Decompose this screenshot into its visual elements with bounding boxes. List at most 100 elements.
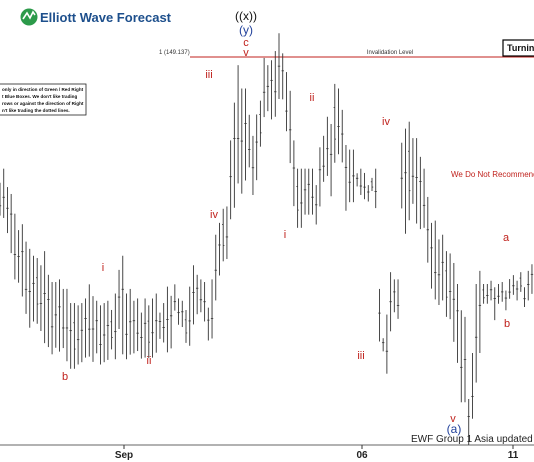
- ohlc-bar: [99, 305, 102, 365]
- footer-text: EWF Group 1 Asia updated: [411, 434, 533, 445]
- ohlc-bar: [333, 83, 336, 163]
- ohlc-bar: [448, 253, 452, 320]
- brand-logo[interactable]: Elliott Wave Forecast: [20, 8, 172, 26]
- ohlc-bar: [367, 185, 370, 202]
- ohlc-bar: [76, 305, 80, 365]
- ohlc-bar: [370, 177, 374, 192]
- ohlc-bar: [88, 284, 91, 357]
- wave-label: i: [102, 262, 104, 274]
- degree-outer-label: ((x)): [235, 9, 257, 23]
- ohlc-bar: [456, 284, 459, 363]
- ohlc-bar: [355, 173, 359, 187]
- ohlc-bar: [188, 286, 191, 346]
- wave-label-top-v: v: [243, 47, 249, 59]
- ohlc-bar: [322, 135, 325, 182]
- ohlc-bar: [125, 293, 128, 360]
- ohlc-bar: [181, 300, 184, 328]
- ohlc-bar: [218, 222, 221, 276]
- ohlc-bar: [129, 288, 132, 355]
- ohlc-bar: [378, 288, 381, 342]
- ohlc-bar: [110, 309, 113, 350]
- turning-box: Turnin: [502, 39, 534, 57]
- ohlc-bar: [415, 138, 418, 224]
- ohlc-bar: [233, 102, 236, 208]
- ohlc-bar: [501, 282, 504, 302]
- ohlc-bar: [318, 147, 322, 207]
- wave-label: i: [284, 229, 286, 241]
- ohlc-bar: [419, 156, 422, 230]
- ohlc-bar: [385, 314, 389, 374]
- ohlc-bar: [422, 168, 426, 228]
- ohlc-bar: [54, 282, 57, 348]
- ohlc-bar: [337, 88, 340, 155]
- ohlc-bar: [404, 128, 407, 234]
- logo-wave-icon: [22, 10, 36, 20]
- ohlc-bar: [270, 60, 273, 120]
- ohlc-bar: [222, 208, 225, 262]
- ohlc-bar: [236, 65, 240, 184]
- ohlc-bar: [151, 298, 154, 358]
- ohlc-bar: [36, 258, 39, 324]
- ohlc-bar: [482, 284, 485, 304]
- ohlc-bar: [28, 248, 31, 328]
- ohlc-bar: [288, 90, 292, 164]
- wave-label: iii: [205, 69, 212, 81]
- note-line-3: rows or against the direction of Right: [2, 101, 84, 106]
- ohlc-bar: [17, 230, 20, 283]
- ohlc-bar: [91, 296, 95, 362]
- ohlc-bar: [143, 298, 147, 358]
- wave-label: ii: [147, 355, 152, 367]
- ohlc-bar: [24, 241, 28, 314]
- x-tick-label: 06: [356, 450, 368, 461]
- ohlc-bar: [199, 279, 203, 313]
- ohlc-bar: [303, 168, 307, 215]
- ohlc-bar: [32, 255, 35, 322]
- ohlc-bar: [445, 251, 448, 317]
- ohlc-bar: [307, 168, 310, 215]
- ohlc-bar: [251, 135, 255, 195]
- ohlc-bar: [460, 310, 463, 403]
- ohlc-bar: [173, 284, 177, 311]
- ohlc-bar: [452, 262, 456, 342]
- ohlc-bar: [489, 280, 493, 301]
- wave-label: ii: [310, 92, 315, 104]
- ohlc-bar: [117, 269, 121, 330]
- trading-note-box: only in direction of Green / Red Right t…: [0, 83, 87, 116]
- x-axis-ticks: Sep 06 11: [115, 445, 519, 461]
- ohlc-bar: [62, 288, 65, 349]
- ohlc-bar: [136, 298, 139, 352]
- ohlc-bar: [396, 279, 400, 319]
- ohlc-bar: [262, 57, 266, 118]
- ohlc-bar: [114, 293, 117, 360]
- ohlc-bar: [508, 279, 511, 299]
- ohlc-bar: [515, 280, 519, 301]
- ohlc-bar: [21, 224, 24, 297]
- x-tick-label: Sep: [115, 450, 133, 461]
- ohlc-bar: [512, 275, 515, 295]
- ohlc-bar: [274, 51, 277, 117]
- ohlc-bar: [259, 100, 262, 147]
- ohlc-bar: [393, 279, 396, 313]
- ohlc-bar: [348, 149, 351, 203]
- ohlc-bar: [73, 303, 76, 369]
- note-line-1: only in direction of Green / Red Right: [2, 87, 84, 92]
- ohlc-bar: [240, 88, 243, 194]
- ohlc-bar: [195, 274, 199, 315]
- ohlc-bar: [0, 182, 2, 216]
- invalidation-fib-label: 1 (149.137): [159, 50, 190, 56]
- ohlc-bar: [300, 168, 303, 228]
- ohlc-bar: [281, 53, 284, 100]
- ohlc-bar: [344, 145, 348, 211]
- ohlc-bar: [102, 303, 106, 363]
- ohlc-bar: [474, 284, 478, 383]
- recommend-text: We Do Not Recommend B: [451, 170, 534, 179]
- ohlc-bar: [493, 287, 496, 321]
- wave-label-a-paren: (a): [447, 422, 462, 436]
- ohlc-bar: [158, 312, 162, 339]
- ohlc-bar: [80, 303, 84, 363]
- ohlc-bar: [471, 353, 474, 419]
- ohlc-bar: [95, 300, 98, 354]
- ohlc-bar: [497, 284, 500, 304]
- ohlc-bar: [248, 114, 251, 168]
